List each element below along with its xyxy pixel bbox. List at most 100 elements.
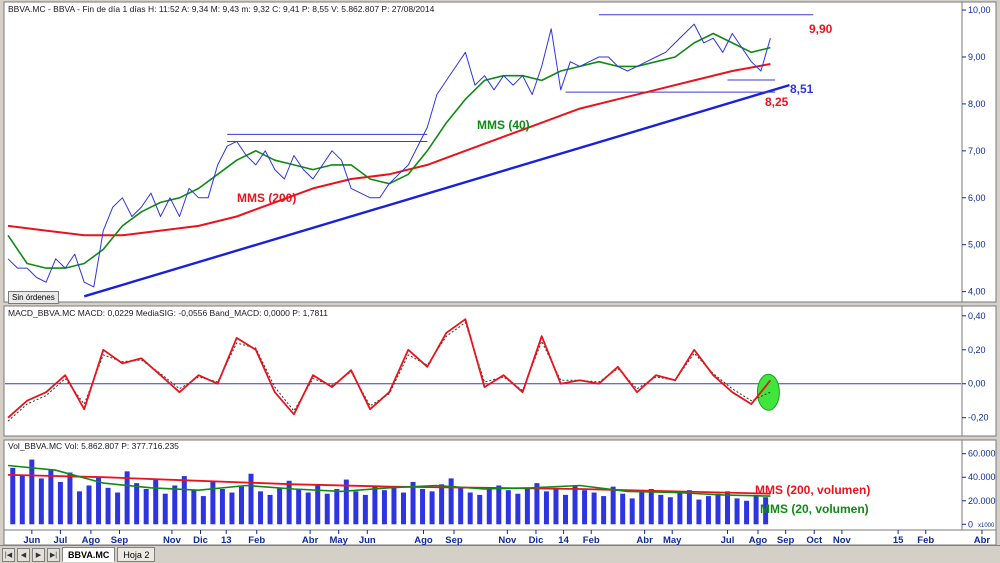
x-tick-label: 14	[558, 535, 569, 545]
x-tick-label: Ago	[414, 535, 433, 545]
volume-bar	[267, 494, 273, 525]
stock-chart[interactable]: BBVA.MC - BBVA - Fin de día 1 días H: 11…	[0, 0, 1000, 546]
volume-bar	[38, 478, 44, 525]
volume-bar	[601, 496, 607, 525]
volume-bar	[658, 494, 664, 525]
mms40-label: MMS (40)	[477, 118, 530, 132]
volume-bar	[648, 489, 654, 525]
volume-bar	[315, 484, 321, 525]
macd-panel[interactable]	[3, 305, 963, 437]
price-panel-header: BBVA.MC - BBVA - Fin de día 1 días H: 11…	[8, 4, 435, 14]
volume-bar	[534, 483, 540, 525]
x-tick-label: Nov	[163, 535, 182, 545]
x-tick-label: 13	[221, 535, 232, 545]
volume-bar	[286, 480, 292, 525]
volume-mms20-series	[7, 464, 771, 497]
volume-bar	[696, 499, 702, 525]
volume-tick-label: 60.000	[968, 449, 996, 459]
volume-bar	[563, 494, 569, 525]
x-tick-label: Sep	[777, 535, 795, 545]
x-tick-label: Feb	[248, 535, 265, 545]
x-tick-label: Jun	[23, 535, 40, 545]
volume-bar	[67, 472, 73, 525]
volume-bar	[629, 498, 635, 525]
no-orders-badge[interactable]: Sin órdenes	[8, 291, 59, 304]
volume-bar	[105, 487, 111, 525]
volume-bar	[305, 492, 311, 525]
volume-bar	[229, 492, 235, 525]
volume-bar	[543, 491, 549, 525]
macd-highlight-marker	[756, 373, 780, 411]
volume-bar	[744, 500, 750, 525]
volume-bar	[381, 490, 387, 525]
volume-bar	[200, 496, 206, 525]
price-tick-label: 8,00	[968, 99, 986, 109]
price-tick-label: 6,00	[968, 193, 986, 203]
volume-mms200-label: MMS (200, volumen)	[755, 483, 870, 497]
volume-bar	[639, 491, 645, 525]
volume-bar	[686, 490, 692, 525]
volume-bar	[524, 487, 530, 525]
volume-bar	[162, 493, 168, 525]
x-tick-label: Dic	[193, 535, 208, 545]
volume-tick-label: 40.000	[968, 472, 996, 482]
volume-bar	[191, 490, 197, 525]
volume-bar	[296, 489, 302, 525]
volume-bar	[362, 494, 368, 525]
next-sheet-icon[interactable]: ▶	[32, 547, 45, 562]
volume-bar	[610, 486, 616, 525]
last-sheet-icon[interactable]: ▶|	[47, 547, 60, 562]
volume-mms20-label: MMS (20, volumen)	[760, 502, 869, 516]
level-8-25-label: 8,25	[765, 95, 789, 109]
volume-bar	[48, 470, 54, 525]
volume-bar	[734, 498, 740, 525]
volume-bar	[677, 492, 683, 525]
volume-bar	[620, 493, 626, 525]
price-panel[interactable]	[3, 1, 963, 303]
macd-series	[7, 318, 772, 419]
support-trendline	[83, 83, 790, 298]
volume-bar	[238, 486, 244, 525]
x-tick-label: Ago	[749, 535, 768, 545]
x-tick-label: Jul	[721, 535, 735, 545]
price-tick-label: 7,00	[968, 146, 986, 156]
tab-hoja-2[interactable]: Hoja 2	[117, 547, 156, 562]
x-tick-label: Abr	[302, 535, 319, 545]
macd-tick-label: 0,20	[968, 345, 986, 355]
volume-panel-header: Vol_BBVA.MC Vol: 5.862.807 P: 377.716.23…	[8, 441, 179, 451]
volume-bar	[19, 474, 25, 525]
macd-panel-header: MACD_BBVA.MC MACD: 0,0229 MediaSIG: -0,0…	[8, 308, 328, 318]
price-tick-label: 5,00	[968, 240, 986, 250]
volume-mms200-series	[7, 474, 771, 495]
x-tick-label: Jul	[54, 535, 68, 545]
volume-bar	[486, 489, 492, 525]
mms200-label: MMS (200)	[237, 191, 296, 205]
volume-bar	[76, 491, 82, 525]
volume-tick-label: 20.000	[968, 496, 996, 506]
volume-bar	[763, 497, 769, 525]
volume-axis	[961, 439, 997, 531]
volume-bar	[172, 485, 178, 525]
volume-bar	[181, 476, 187, 525]
volume-bar	[458, 486, 464, 525]
volume-bar	[124, 471, 130, 525]
tab-bbva[interactable]: BBVA.MC	[62, 547, 116, 562]
volume-bar	[667, 497, 673, 525]
price-tick-label: 10,00	[968, 5, 991, 15]
x-tick-label: Feb	[917, 535, 934, 545]
first-sheet-icon[interactable]: |◀	[2, 547, 15, 562]
volume-bar	[219, 489, 225, 525]
x-tick-label: Oct	[806, 535, 823, 545]
volume-bar	[143, 489, 149, 525]
mms200-series	[7, 63, 771, 237]
volume-bar	[448, 478, 454, 525]
volume-bar	[420, 489, 426, 525]
volume-bar	[10, 467, 16, 525]
x-tick-label: Sep	[111, 535, 129, 545]
x-tick-label: Ago	[82, 535, 101, 545]
prev-sheet-icon[interactable]: ◀	[17, 547, 30, 562]
sheet-tab-bar: |◀ ◀ ▶ ▶| BBVA.MC Hoja 2	[0, 545, 1000, 563]
volume-bar	[277, 487, 283, 525]
x-tick-label: Dic	[529, 535, 544, 545]
